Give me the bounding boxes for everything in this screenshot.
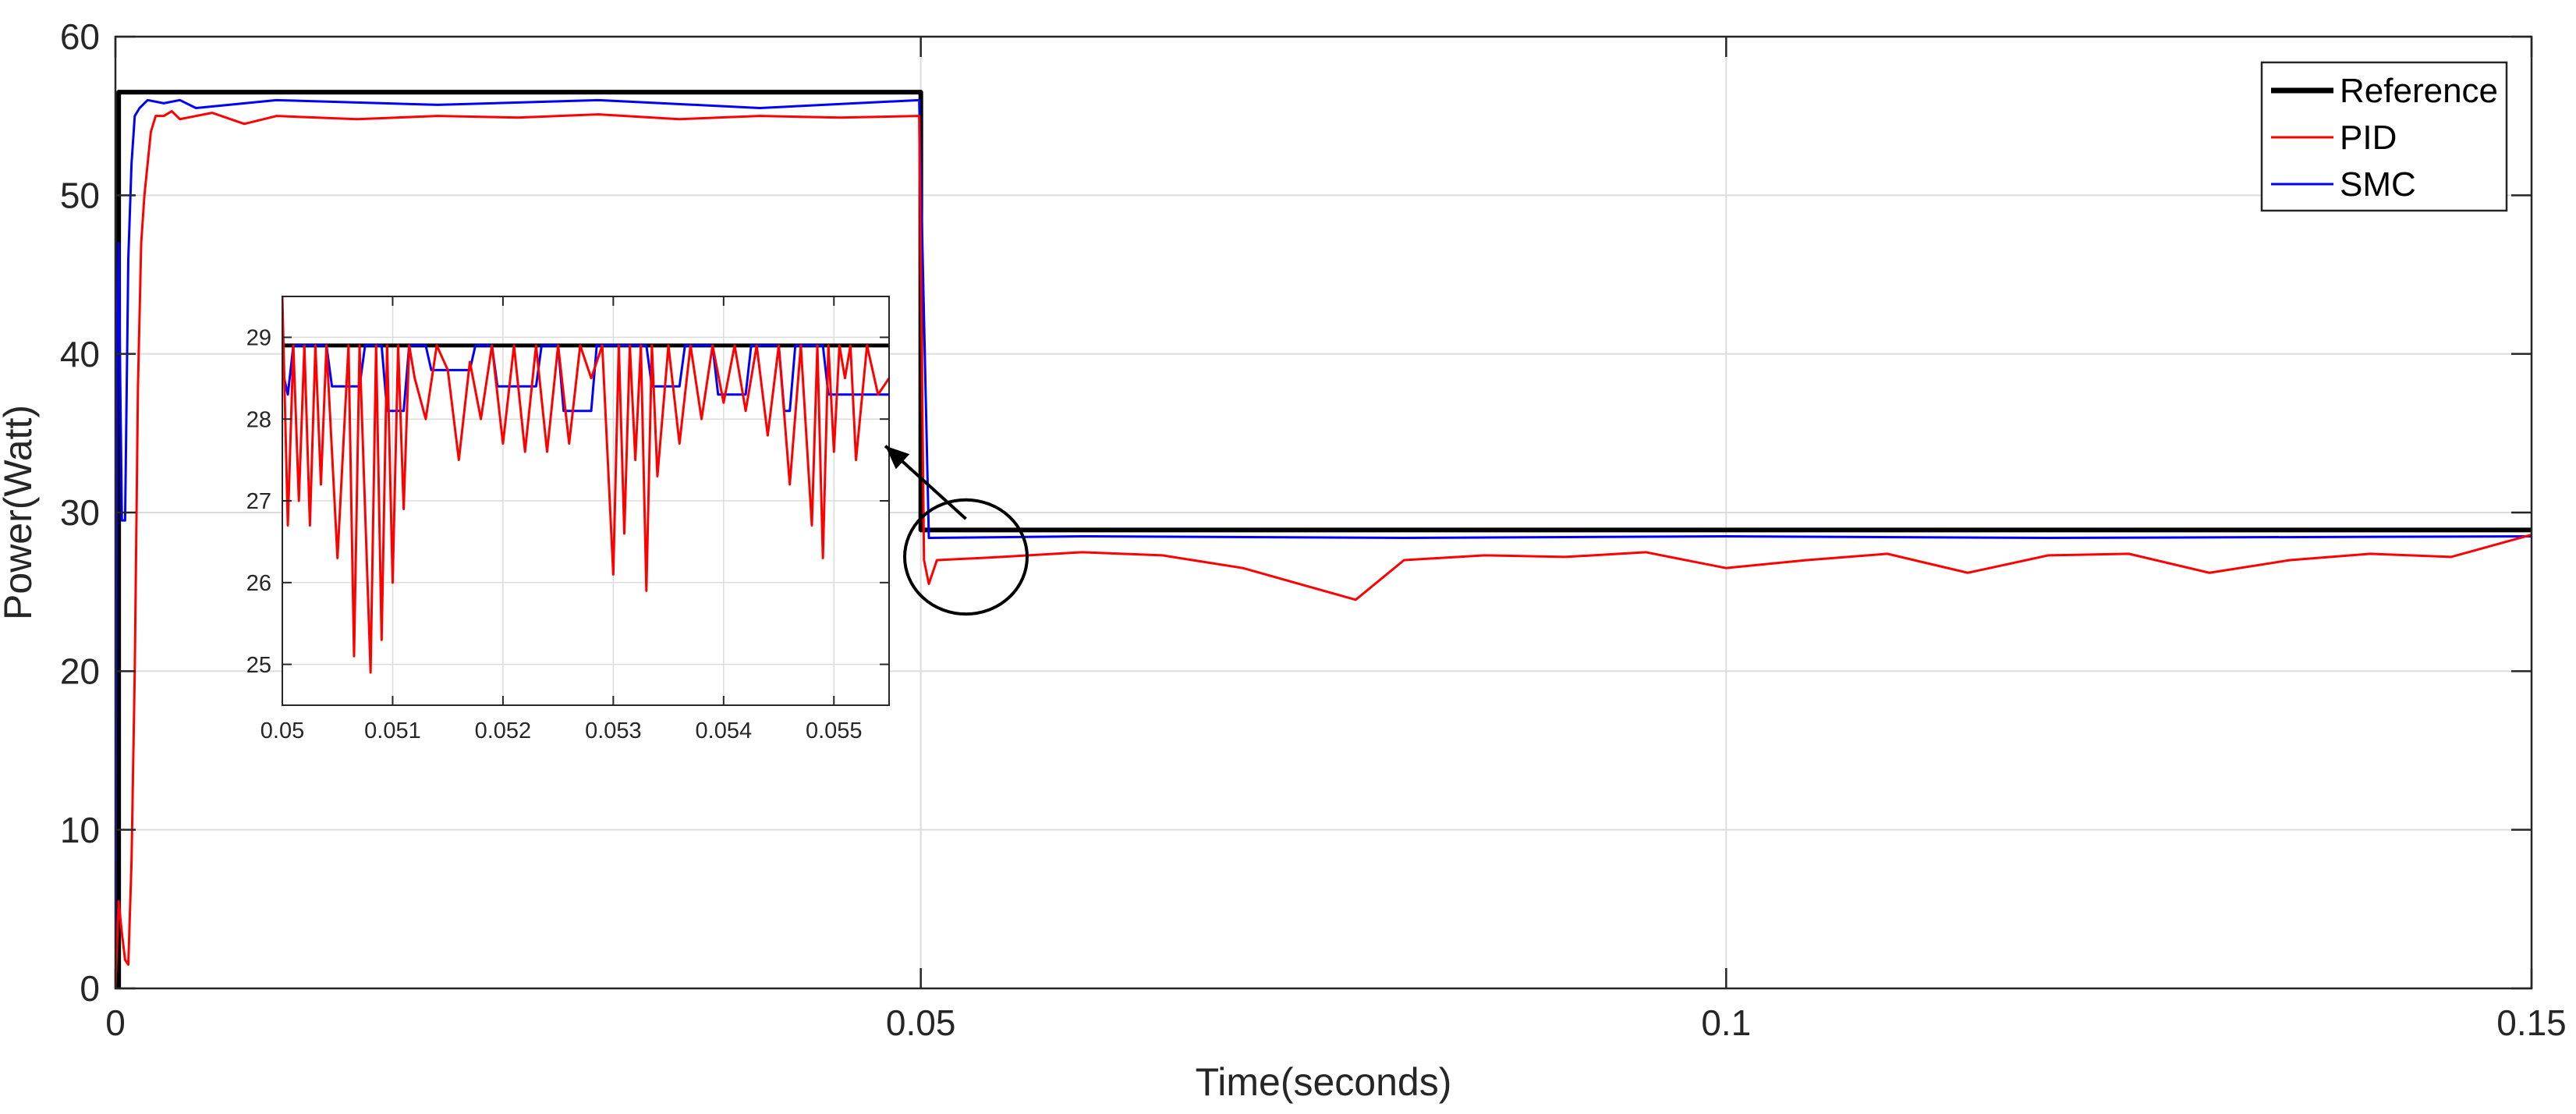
main-x-tick-label-2: 0.1	[1701, 1002, 1751, 1043]
inset-y-tick-label-2: 27	[246, 489, 271, 514]
legend-label-pid: PID	[2340, 119, 2397, 157]
inset-x-tick-label-4: 0.054	[696, 718, 753, 743]
inset-x-tick-label-5: 0.055	[806, 718, 863, 743]
main-x-axis-label: Time(seconds)	[1196, 1060, 1452, 1104]
zoom-ellipse	[903, 498, 1029, 616]
main-y-tick-label-3: 30	[60, 492, 100, 533]
inset-y-tick-label-0: 25	[246, 653, 271, 678]
main-y-tick-label-6: 60	[60, 16, 100, 57]
inset-x-tick-label-2: 0.052	[475, 718, 532, 743]
main-x-tick-label-1: 0.05	[886, 1002, 956, 1043]
main-y-tick-label-1: 10	[60, 810, 100, 850]
inset-y-tick-label-3: 28	[246, 407, 271, 432]
main-series-pid	[115, 110, 2532, 988]
zoom-arrow-head	[885, 445, 910, 470]
inset-series-pid	[282, 296, 889, 674]
main-y-tick-label-2: 20	[60, 651, 100, 691]
main-series-reference	[115, 90, 2532, 988]
main-y-tick-label-0: 0	[80, 968, 100, 1009]
main-x-tick-label-3: 0.15	[2496, 1002, 2567, 1043]
inset-y-tick-label-1: 26	[246, 571, 271, 596]
main-y-tick-label-4: 40	[60, 334, 100, 374]
inset-x-tick-label-3: 0.053	[585, 718, 642, 743]
inset-y-tick-label-4: 29	[246, 326, 271, 351]
legend-label-reference: Reference	[2340, 72, 2498, 110]
inset-x-tick-label-1: 0.051	[364, 718, 421, 743]
legend-label-smc: SMC	[2340, 165, 2416, 204]
main-y-tick-label-5: 50	[60, 175, 100, 215]
main-x-tick-label-0: 0	[105, 1002, 126, 1043]
inset-x-tick-label-0: 0.05	[260, 718, 304, 743]
main-y-axis-label: Power(Watt)	[0, 405, 40, 620]
zoom-annotation	[884, 445, 1029, 616]
main-series-smc	[115, 98, 2532, 988]
inset-axes: 0.05 0.051 0.052 0.053 0.054 0.055 25 26 27 28 29	[246, 296, 890, 743]
legend: Reference PID SMC	[2260, 61, 2508, 212]
